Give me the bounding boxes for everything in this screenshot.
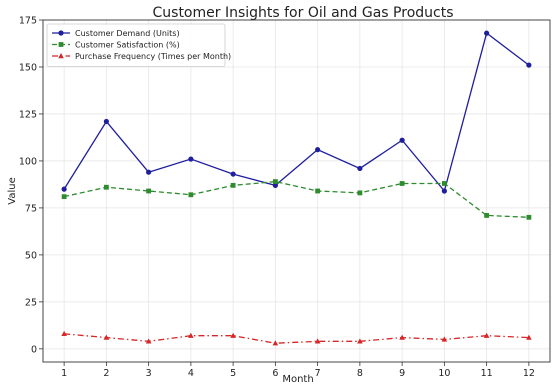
- y-tick-label: 50: [25, 250, 37, 261]
- data-point: [400, 138, 405, 143]
- data-point: [400, 181, 405, 186]
- data-point: [484, 31, 489, 36]
- data-point: [146, 170, 151, 175]
- x-tick-label: 11: [481, 368, 493, 379]
- data-point: [62, 194, 67, 199]
- y-tick-label: 75: [25, 203, 37, 214]
- legend-label: Customer Satisfaction (%): [75, 41, 180, 50]
- legend-marker: [59, 42, 64, 47]
- data-point: [273, 179, 278, 184]
- data-point: [484, 213, 489, 218]
- legend-marker: [58, 30, 63, 35]
- data-point: [188, 156, 193, 161]
- x-tick-label: 2: [103, 368, 109, 379]
- data-point: [273, 340, 279, 345]
- x-tick-label: 4: [188, 368, 194, 379]
- plot-frame: [43, 20, 550, 362]
- data-point: [231, 183, 236, 188]
- series-line: [64, 182, 529, 218]
- data-point: [104, 185, 109, 190]
- x-tick-label: 6: [272, 368, 278, 379]
- data-point: [526, 62, 531, 67]
- legend-label: Customer Demand (Units): [75, 29, 180, 38]
- data-point: [62, 187, 67, 192]
- y-tick-label: 25: [25, 297, 37, 308]
- x-tick-label: 1: [61, 368, 67, 379]
- data-point: [188, 333, 194, 338]
- data-point: [315, 189, 320, 194]
- chart-title: Customer Insights for Oil and Gas Produc…: [153, 5, 454, 21]
- series-layer: [61, 31, 531, 346]
- data-point: [315, 147, 320, 152]
- data-point: [231, 171, 236, 176]
- data-point: [146, 189, 151, 194]
- data-point: [357, 166, 362, 171]
- data-point: [188, 192, 193, 197]
- y-tick-label: 0: [31, 344, 37, 355]
- series-2: [62, 179, 532, 220]
- grid-lines: [43, 20, 550, 362]
- plot-border: [43, 20, 550, 362]
- data-point: [104, 119, 109, 124]
- x-tick-label: 3: [146, 368, 152, 379]
- y-axis-label: Value: [7, 177, 18, 204]
- series-3: [61, 331, 531, 346]
- x-tick-label: 9: [399, 368, 405, 379]
- series-line: [64, 334, 529, 343]
- legend-item: Purchase Frequency (Times per Month): [52, 52, 231, 61]
- x-axis-label: Month: [282, 374, 313, 385]
- y-tick-label: 150: [19, 62, 37, 73]
- x-tick-label: 5: [230, 368, 236, 379]
- data-point: [526, 215, 531, 220]
- legend-label: Purchase Frequency (Times per Month): [75, 52, 231, 61]
- x-tick-label: 7: [315, 368, 321, 379]
- data-point: [442, 181, 447, 186]
- data-point: [357, 190, 362, 195]
- x-tick-label: 8: [357, 368, 363, 379]
- y-tick-label: 125: [19, 109, 37, 120]
- x-tick-label: 12: [523, 368, 535, 379]
- x-tick-label: 10: [438, 368, 450, 379]
- y-tick-label: 175: [19, 16, 37, 27]
- legend: Customer Demand (Units) Customer Satisfac…: [47, 24, 231, 67]
- data-point: [442, 188, 447, 193]
- y-tick-label: 100: [19, 156, 37, 167]
